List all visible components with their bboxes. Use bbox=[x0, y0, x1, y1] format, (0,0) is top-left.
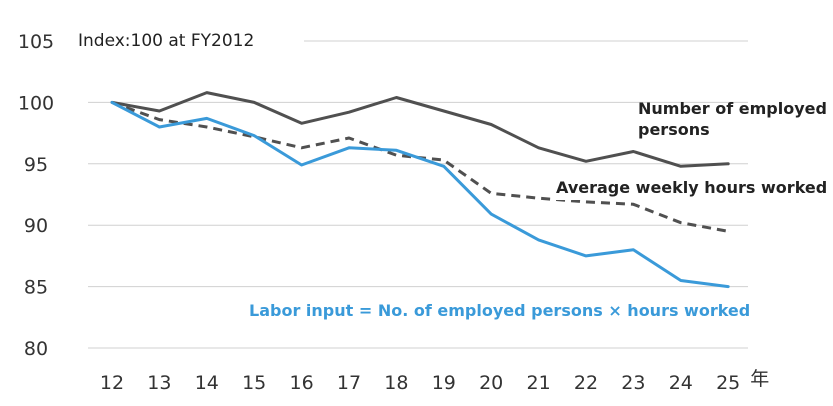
series-line-2 bbox=[110, 100, 730, 289]
series-label-1: Average weekly hours worked bbox=[556, 178, 827, 197]
index-note: Index:100 at FY2012 bbox=[78, 31, 254, 51]
y-tick-label: 85 bbox=[24, 277, 48, 299]
y-axis-ticks: 80 85 90 95 100 105 bbox=[18, 31, 54, 360]
x-tick-label: 17 bbox=[337, 372, 361, 394]
x-tick-label: 13 bbox=[147, 372, 171, 394]
x-tick-label: 19 bbox=[432, 372, 456, 394]
note-background bbox=[72, 26, 304, 52]
series-label-2: Labor input = No. of employed persons × … bbox=[249, 301, 750, 320]
x-axis-unit: 年 bbox=[750, 368, 769, 390]
series-line-0 bbox=[110, 91, 730, 168]
x-tick-label: 23 bbox=[621, 372, 645, 394]
x-tick-label: 18 bbox=[384, 372, 408, 394]
x-tick-label: 25 bbox=[716, 372, 740, 394]
x-tick-label: 24 bbox=[669, 372, 693, 394]
series-line-1 bbox=[111, 100, 729, 233]
x-tick-label: 12 bbox=[100, 372, 124, 394]
y-tick-label: 80 bbox=[24, 338, 48, 360]
y-tick-label: 95 bbox=[24, 154, 48, 176]
x-tick-label: 20 bbox=[479, 372, 503, 394]
y-tick-label: 90 bbox=[24, 215, 48, 237]
x-tick-label: 16 bbox=[290, 372, 314, 394]
x-tick-label: 22 bbox=[574, 372, 598, 394]
y-tick-label: 105 bbox=[18, 31, 54, 53]
series-label-0: Number of employed bbox=[638, 99, 827, 118]
series-label-background bbox=[552, 176, 818, 200]
x-tick-label: 15 bbox=[242, 372, 266, 394]
series-labels: Number of employed persons Average weekly … bbox=[249, 99, 827, 320]
x-tick-label: 14 bbox=[195, 372, 219, 394]
x-axis-ticks: 12 13 14 15 16 17 18 19 20 21 22 23 24 25 年 bbox=[100, 368, 769, 394]
series-lines bbox=[110, 91, 730, 289]
series-label-0: persons bbox=[638, 120, 710, 139]
y-tick-label: 100 bbox=[18, 92, 54, 114]
x-tick-label: 21 bbox=[527, 372, 551, 394]
